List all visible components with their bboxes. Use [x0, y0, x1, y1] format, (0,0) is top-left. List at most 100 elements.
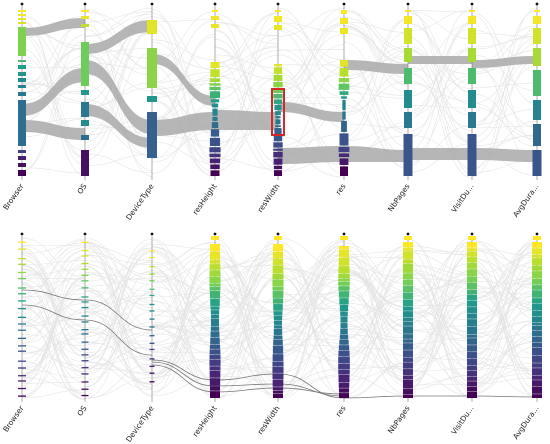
category-bar[interactable]	[273, 311, 283, 316]
category-bar[interactable]	[533, 16, 541, 24]
category-bar[interactable]	[212, 116, 218, 121]
category-bar[interactable]	[338, 281, 350, 286]
category-bar[interactable]	[274, 170, 282, 176]
category-bar[interactable]	[467, 338, 477, 345]
category-bar[interactable]	[18, 100, 26, 146]
category-bar[interactable]	[81, 321, 89, 323]
category-bar[interactable]	[467, 370, 477, 377]
axis-handle[interactable]	[213, 2, 217, 6]
category-bar[interactable]	[468, 16, 476, 24]
category-bar[interactable]	[403, 247, 413, 251]
category-bar[interactable]	[532, 355, 542, 363]
axis-handle[interactable]	[20, 2, 24, 6]
category-bar[interactable]	[212, 108, 218, 116]
category-bar[interactable]	[81, 120, 89, 126]
axis-handle[interactable]	[83, 232, 87, 236]
category-bar[interactable]	[209, 378, 221, 386]
category-bar[interactable]	[81, 241, 89, 244]
axis-handle[interactable]	[342, 2, 346, 6]
category-bar[interactable]	[81, 262, 89, 265]
category-bar[interactable]	[467, 282, 477, 290]
category-bar[interactable]	[149, 273, 155, 275]
axis-handle[interactable]	[342, 232, 346, 236]
category-bar[interactable]	[273, 304, 283, 311]
axis-os[interactable]: OS	[75, 232, 89, 418]
category-bar[interactable]	[532, 375, 542, 380]
category-bar[interactable]	[149, 310, 155, 312]
category-bar[interactable]	[18, 293, 26, 295]
category-bar[interactable]	[403, 343, 413, 350]
axis-handle[interactable]	[406, 2, 410, 6]
category-bar[interactable]	[272, 273, 284, 280]
axis-handle[interactable]	[406, 232, 410, 236]
category-bar[interactable]	[404, 28, 412, 44]
category-bar[interactable]	[81, 90, 89, 95]
category-bar[interactable]	[403, 375, 413, 380]
category-bar[interactable]	[18, 60, 26, 62]
category-bar[interactable]	[340, 166, 348, 176]
category-bar[interactable]	[339, 298, 349, 305]
category-bar[interactable]	[338, 278, 350, 282]
category-bar[interactable]	[533, 236, 541, 240]
category-bar[interactable]	[18, 18, 26, 20]
category-bar[interactable]	[81, 10, 89, 12]
category-bar[interactable]	[338, 83, 350, 90]
category-bar[interactable]	[403, 334, 413, 339]
category-bar[interactable]	[532, 254, 542, 258]
category-bar[interactable]	[273, 165, 283, 170]
category-bar[interactable]	[18, 14, 26, 16]
category-bar[interactable]	[273, 148, 283, 151]
category-bar[interactable]	[403, 263, 413, 273]
category-bar[interactable]	[467, 381, 477, 387]
category-bar[interactable]	[273, 74, 283, 82]
category-bar[interactable]	[403, 299, 413, 307]
category-bar[interactable]	[81, 24, 89, 27]
category-bar[interactable]	[532, 248, 542, 255]
category-bar[interactable]	[149, 342, 155, 344]
category-bar[interactable]	[532, 298, 542, 303]
category-bar[interactable]	[18, 316, 26, 318]
category-bar[interactable]	[468, 48, 476, 62]
category-bar[interactable]	[467, 269, 477, 277]
category-bar[interactable]	[272, 265, 284, 274]
category-bar[interactable]	[467, 300, 477, 307]
category-bar[interactable]	[532, 347, 542, 356]
category-bar[interactable]	[212, 10, 218, 12]
axis-handle[interactable]	[150, 2, 154, 6]
category-bar[interactable]	[338, 258, 350, 266]
category-bar[interactable]	[339, 158, 349, 165]
category-bar[interactable]	[18, 78, 26, 82]
category-bar[interactable]	[209, 270, 221, 277]
axis-browser[interactable]: Browser	[1, 2, 26, 212]
category-bar[interactable]	[467, 294, 477, 301]
category-bar[interactable]	[149, 303, 155, 306]
category-bar[interactable]	[272, 279, 284, 287]
category-bar[interactable]	[342, 100, 346, 111]
category-bar[interactable]	[81, 287, 89, 289]
category-bar[interactable]	[532, 303, 542, 311]
axis-handle[interactable]	[535, 232, 539, 236]
category-bar[interactable]	[467, 262, 477, 269]
category-bar[interactable]	[81, 381, 89, 383]
category-bar[interactable]	[532, 342, 542, 348]
category-bar[interactable]	[147, 112, 157, 158]
category-bar[interactable]	[18, 380, 26, 382]
category-bar[interactable]	[275, 119, 281, 125]
category-bar[interactable]	[81, 268, 89, 270]
category-bar[interactable]	[210, 99, 220, 103]
category-bar[interactable]	[340, 60, 348, 67]
category-bar[interactable]	[81, 341, 89, 343]
category-bar[interactable]	[81, 255, 89, 257]
category-bar[interactable]	[209, 344, 221, 349]
category-bar[interactable]	[211, 236, 219, 240]
category-bar[interactable]	[209, 91, 221, 99]
axis-browser[interactable]: Browser	[1, 232, 26, 434]
category-bar[interactable]	[338, 146, 350, 153]
category-bar[interactable]	[340, 28, 348, 34]
category-bar[interactable]	[403, 362, 413, 369]
category-bar[interactable]	[532, 363, 542, 368]
category-bar[interactable]	[403, 357, 413, 362]
category-bar[interactable]	[467, 134, 477, 176]
category-bar[interactable]	[338, 249, 350, 258]
category-bar[interactable]	[338, 374, 350, 383]
